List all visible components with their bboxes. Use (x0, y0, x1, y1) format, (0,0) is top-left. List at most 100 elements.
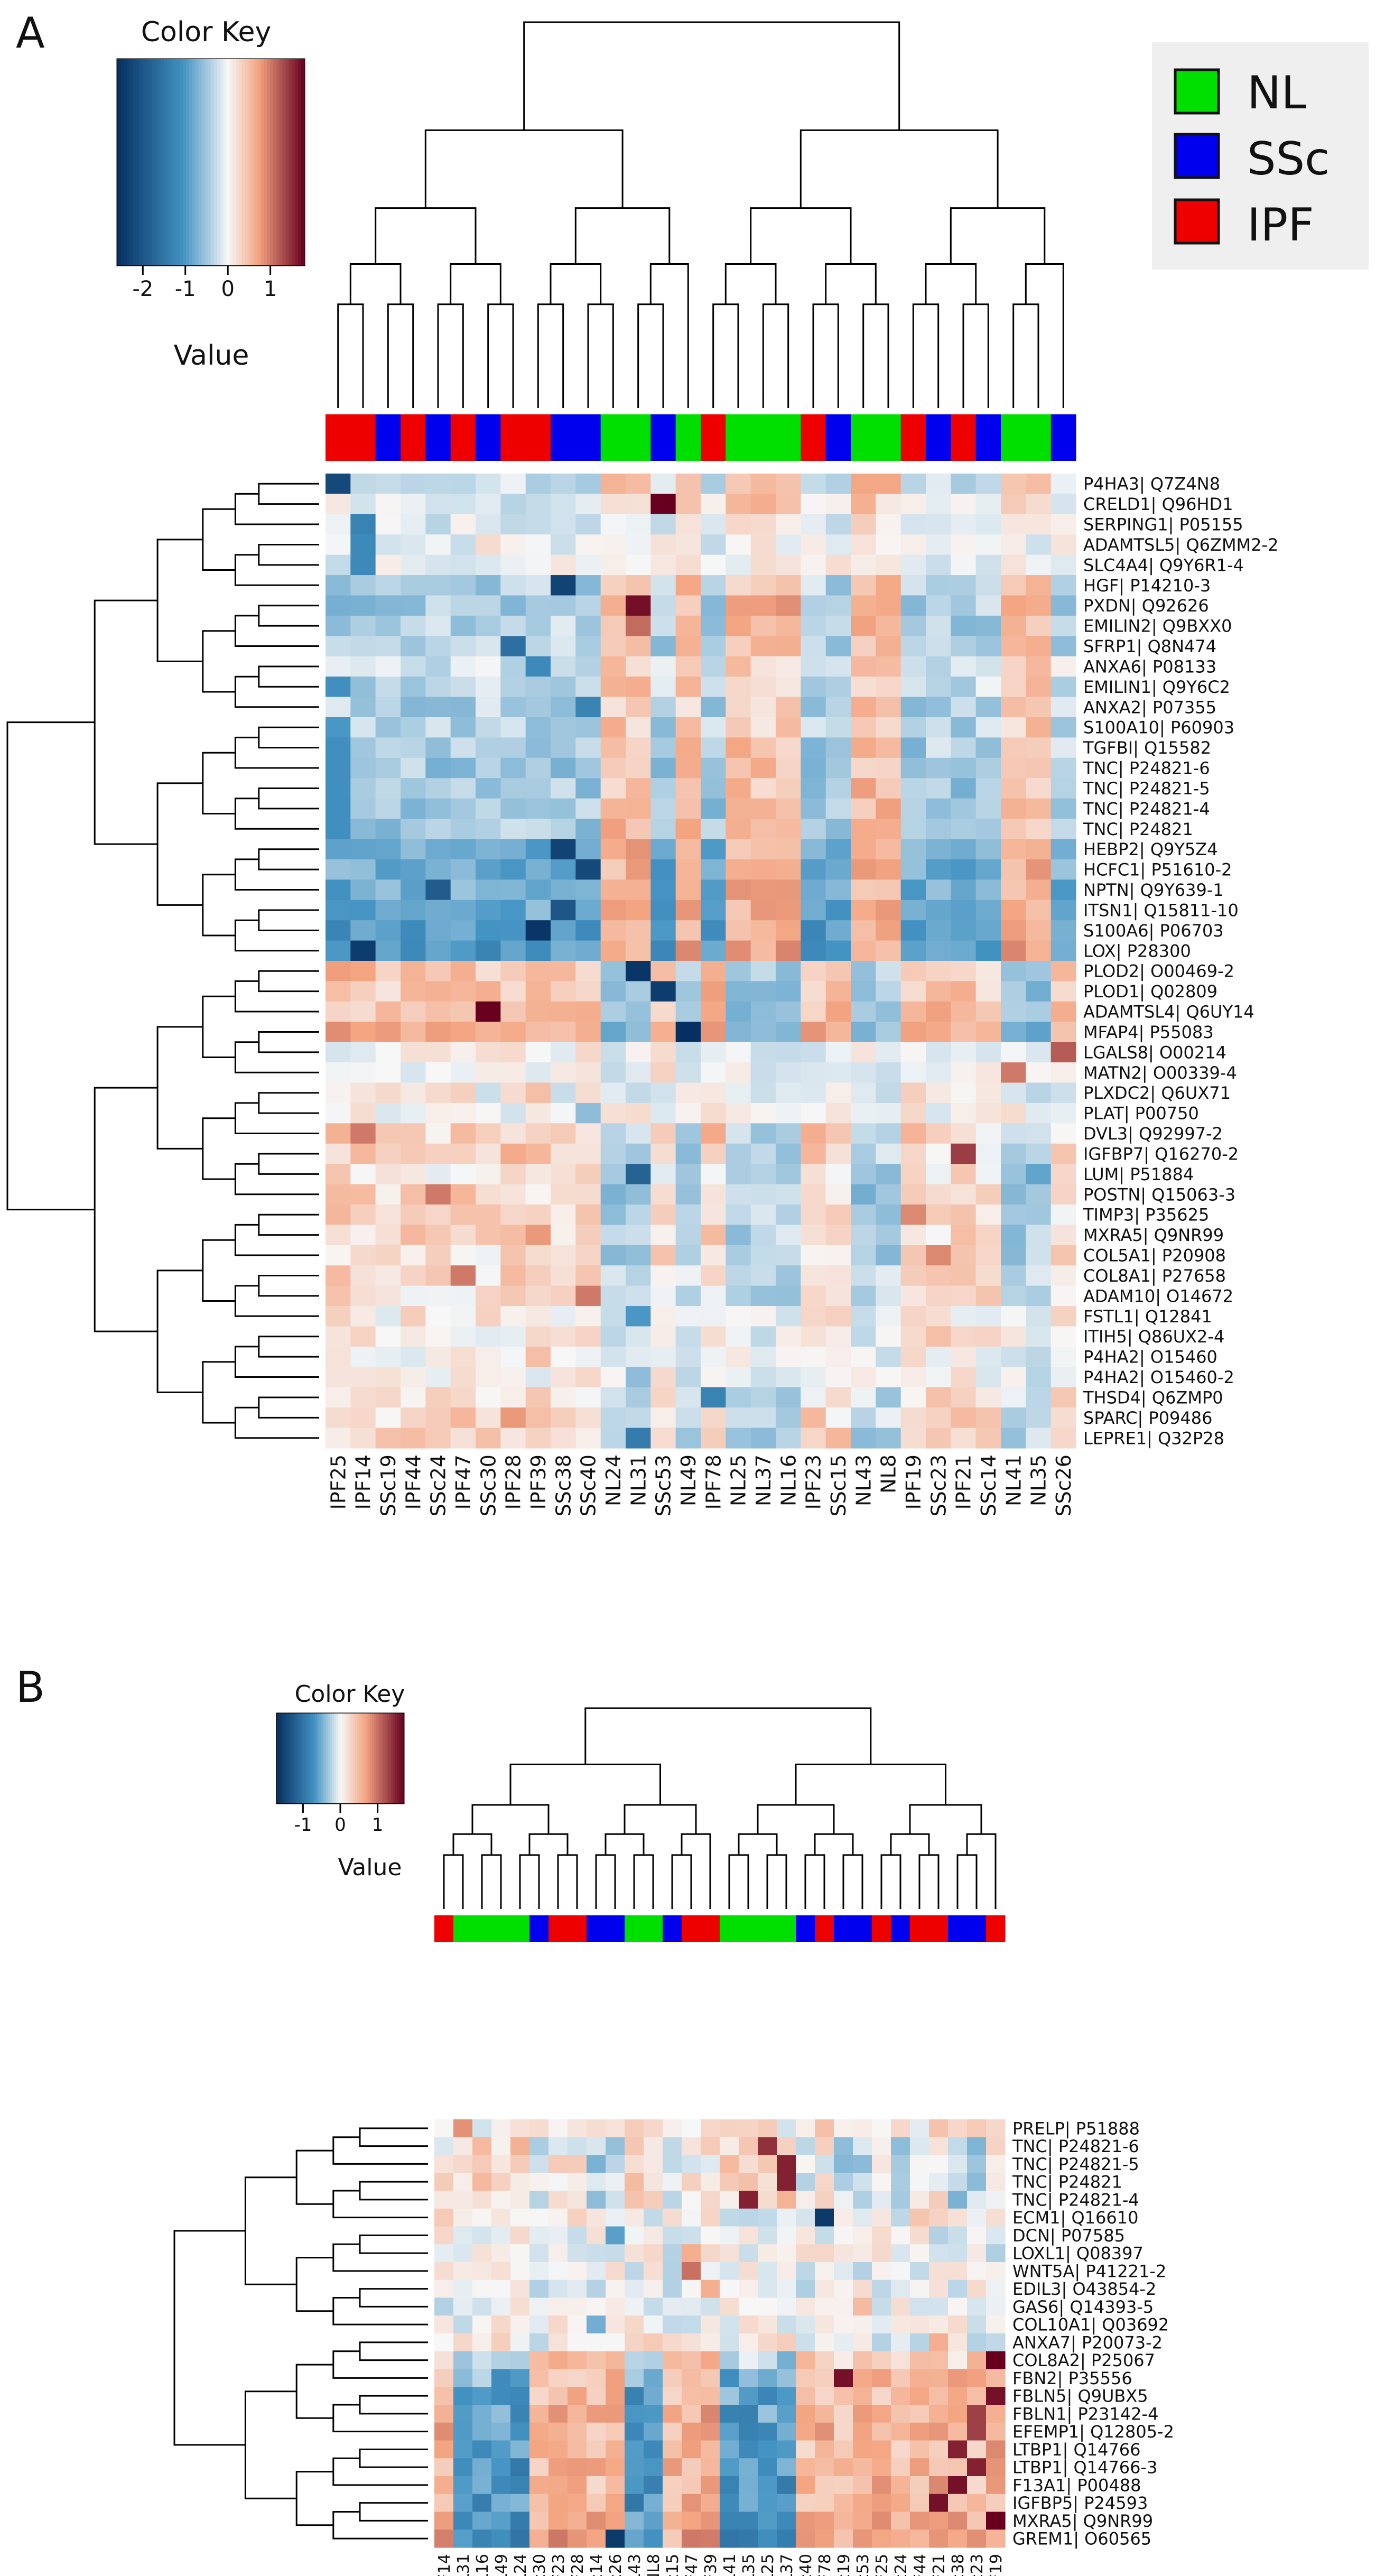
heatmap-cell (900, 514, 926, 535)
heatmap-cell (529, 2208, 549, 2227)
heatmap-cell (476, 1204, 501, 1226)
heatmap-cell (476, 1407, 501, 1429)
row-label: TNC| P24821-6 (1083, 758, 1210, 779)
heatmap-cell (525, 1022, 551, 1043)
heatmap-cell (529, 2315, 549, 2334)
heatmap-cell (401, 656, 426, 677)
heatmap-cell (701, 2405, 720, 2423)
heatmap-cell (975, 656, 1001, 677)
heatmap-cell (701, 839, 726, 860)
heatmap-cell (776, 1306, 801, 1327)
heatmap-cell (551, 575, 576, 596)
heatmap-cell (739, 2208, 758, 2227)
heatmap-cell (525, 514, 551, 535)
heatmap-cell (529, 2405, 549, 2423)
heatmap-cell (815, 2297, 834, 2316)
heatmap-cell (551, 1123, 576, 1144)
heatmap-cell (472, 2387, 492, 2405)
group-bar-cell (450, 414, 476, 461)
heatmap-cell (872, 2244, 891, 2263)
dendrogram-branch (1012, 303, 1039, 408)
heatmap-cell (986, 2208, 1006, 2227)
heatmap-cell (1001, 1407, 1026, 1429)
heatmap-cell (701, 900, 726, 921)
heatmap-cell (750, 1326, 776, 1347)
color-key-band (185, 59, 190, 265)
heatmap-cell (726, 1062, 751, 1083)
heatmap-cell (891, 2512, 910, 2530)
heatmap-cell (326, 900, 351, 921)
color-key-band (290, 1713, 292, 1803)
heatmap-cell (401, 1204, 426, 1226)
heatmap-cell (548, 2226, 568, 2245)
dendrogram-branch (450, 263, 501, 304)
heatmap-cell (600, 1042, 626, 1063)
heatmap-cell (948, 2422, 968, 2441)
heatmap-cell (551, 595, 576, 616)
heatmap-cell (650, 595, 676, 616)
heatmap-cell (476, 1225, 501, 1246)
heatmap-cell (876, 859, 901, 880)
heatmap-cell (1001, 1367, 1026, 1388)
heatmap-cell (600, 1143, 626, 1164)
color-key-band (300, 1713, 303, 1803)
heatmap-cell (326, 879, 351, 901)
heatmap-cell (910, 2333, 929, 2352)
heatmap-cell (910, 2262, 929, 2281)
heatmap-cell (975, 697, 1001, 718)
heatmap-cell (876, 920, 901, 941)
heatmap-cell (851, 1387, 876, 1408)
heatmap-cell (350, 595, 376, 616)
heatmap-cell (1001, 879, 1026, 901)
group-legend: NL SSc IPF (1152, 42, 1369, 270)
heatmap-cell (726, 1225, 751, 1246)
heatmap-cell (750, 1367, 776, 1388)
heatmap-cell (350, 1265, 376, 1286)
dendrogram-branch (202, 630, 236, 693)
heatmap-cell (739, 2155, 758, 2173)
heatmap-cell (350, 554, 376, 576)
heatmap-cell (600, 1102, 626, 1124)
heatmap-cell (548, 2155, 568, 2173)
heatmap-cell (472, 2155, 492, 2173)
color-key-band (123, 59, 127, 265)
heatmap-cell (975, 677, 1001, 698)
color-key-band (211, 59, 215, 265)
heatmap-cell (739, 2119, 758, 2138)
color-key-gradient-b (277, 1713, 404, 1803)
heatmap-cell (434, 2476, 454, 2495)
heatmap-cell (986, 2262, 1006, 2281)
row-label: HEBP2| Q9Y5Z4 (1083, 839, 1218, 859)
heatmap-cell (701, 981, 726, 1002)
heatmap-cell (900, 1102, 926, 1124)
heatmap-cell (1026, 1062, 1052, 1083)
heatmap-cell (450, 1346, 476, 1367)
heatmap-cell (776, 1245, 801, 1266)
dendrogram-branch (244, 2176, 297, 2285)
heatmap-cell (701, 2476, 720, 2495)
heatmap-cell (500, 1326, 526, 1347)
heatmap-cell (425, 1123, 451, 1144)
heatmap-cell (900, 1164, 926, 1185)
heatmap-cell (929, 2529, 949, 2548)
heatmap-cell (777, 2315, 796, 2334)
column-label: IPF23 (550, 2554, 568, 2576)
heatmap-cell (951, 981, 977, 1002)
heatmap-cell (777, 2458, 796, 2477)
row-label: LUM| P51884 (1083, 1164, 1194, 1184)
heatmap-cell (450, 1265, 476, 1286)
heatmap-cell (825, 798, 851, 819)
color-key-band (129, 59, 134, 265)
heatmap-cell (891, 2405, 910, 2423)
heatmap-cell (675, 1387, 701, 1408)
heatmap-cell (900, 1265, 926, 1286)
heatmap-cell (975, 514, 1001, 535)
heatmap-cell (975, 778, 1001, 799)
heatmap-cell (644, 2512, 663, 2530)
heatmap-cell (1001, 636, 1026, 657)
heatmap-cell (525, 494, 551, 515)
heatmap-cell (350, 879, 376, 901)
heatmap-cell (872, 2351, 891, 2370)
heatmap-cell (851, 534, 876, 555)
heatmap-cell (701, 1143, 726, 1164)
